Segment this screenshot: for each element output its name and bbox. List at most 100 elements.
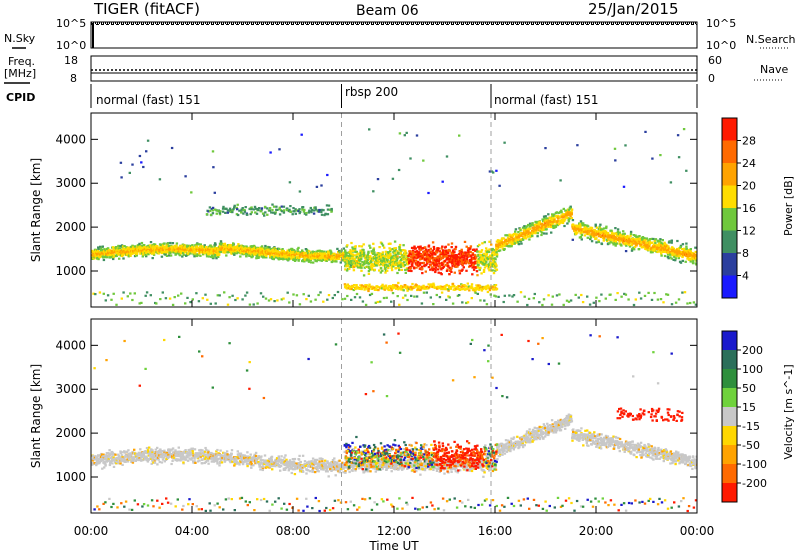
data-point [369, 255, 372, 258]
data-point [529, 224, 532, 228]
data-point [202, 245, 205, 248]
data-point [275, 253, 279, 256]
data-point [268, 248, 271, 251]
data-point [684, 260, 687, 263]
data-point [323, 250, 326, 253]
data-point [195, 248, 199, 251]
data-point [361, 251, 364, 254]
data-point [278, 207, 281, 211]
data-point [250, 211, 253, 214]
data-point [616, 228, 620, 231]
data-point [458, 250, 462, 253]
nsky-label: N.Sky [4, 32, 36, 45]
data-point [282, 257, 285, 260]
data-point [568, 212, 571, 215]
data-point [359, 284, 362, 287]
data-point [482, 257, 485, 260]
data-point [436, 287, 439, 290]
data-point [454, 256, 458, 259]
nsearch-label: N.Search [746, 33, 796, 46]
data-point [679, 250, 682, 253]
data-point [301, 251, 304, 255]
data-point [372, 252, 375, 256]
data-point [232, 252, 235, 255]
data-point [684, 250, 687, 253]
data-point [97, 247, 100, 250]
data-point [401, 262, 404, 265]
data-point [317, 210, 321, 213]
data-point [629, 230, 633, 233]
data-point [630, 241, 633, 244]
data-point [681, 253, 685, 256]
data-point [471, 248, 475, 251]
data-point [575, 225, 579, 228]
data-point [121, 252, 124, 256]
data-point [419, 253, 423, 257]
data-point [685, 245, 688, 248]
data-point [565, 209, 568, 212]
data-point [168, 254, 171, 257]
data-point [526, 230, 530, 233]
data-point [343, 283, 347, 286]
data-point [419, 288, 422, 291]
data-point [347, 258, 350, 261]
data-point [210, 246, 213, 249]
data-point [490, 269, 493, 272]
data-point [475, 256, 478, 259]
data-point [476, 274, 479, 277]
data-point [360, 288, 363, 291]
data-point [426, 250, 429, 253]
data-point [460, 285, 463, 289]
data-point [215, 212, 218, 215]
data-point [616, 234, 619, 237]
data-point [311, 254, 315, 257]
data-point [275, 254, 278, 257]
data-point [271, 257, 275, 260]
data-point [388, 247, 391, 250]
data-point [585, 225, 588, 229]
data-point [377, 289, 380, 292]
data-point [380, 286, 383, 289]
data-point [156, 245, 159, 248]
data-point [647, 248, 650, 251]
data-point [629, 232, 633, 235]
data-point [166, 246, 169, 249]
data-point [320, 255, 323, 258]
data-point [552, 214, 555, 217]
data-point [98, 291, 102, 294]
data-point [214, 208, 217, 211]
data-point [563, 218, 567, 221]
data-point [563, 224, 566, 228]
data-point [268, 209, 271, 212]
data-point [253, 251, 256, 254]
data-point [517, 236, 521, 239]
data-point [278, 247, 281, 250]
data-point [114, 251, 117, 254]
data-point [495, 264, 498, 267]
data-point [431, 269, 435, 272]
data-point [553, 220, 556, 223]
data-point [536, 232, 539, 235]
data-point [217, 255, 220, 258]
data-point [456, 265, 459, 268]
data-point [246, 248, 250, 251]
data-point [500, 237, 504, 240]
data-point [382, 259, 385, 263]
data-point [472, 268, 476, 271]
data-point [634, 238, 637, 241]
data-point [694, 250, 697, 254]
data-point [351, 249, 355, 252]
data-point [619, 240, 622, 243]
station-title: TIGER (fitACF) [93, 0, 200, 18]
data-point [556, 224, 559, 227]
data-point [399, 256, 402, 259]
data-point [387, 264, 390, 267]
data-point [145, 291, 149, 294]
data-point [262, 251, 266, 254]
data-point [212, 249, 216, 252]
data-point [372, 242, 375, 245]
data-point [480, 249, 484, 252]
data-point [475, 250, 479, 253]
data-point [394, 249, 397, 252]
data-point [481, 261, 484, 264]
